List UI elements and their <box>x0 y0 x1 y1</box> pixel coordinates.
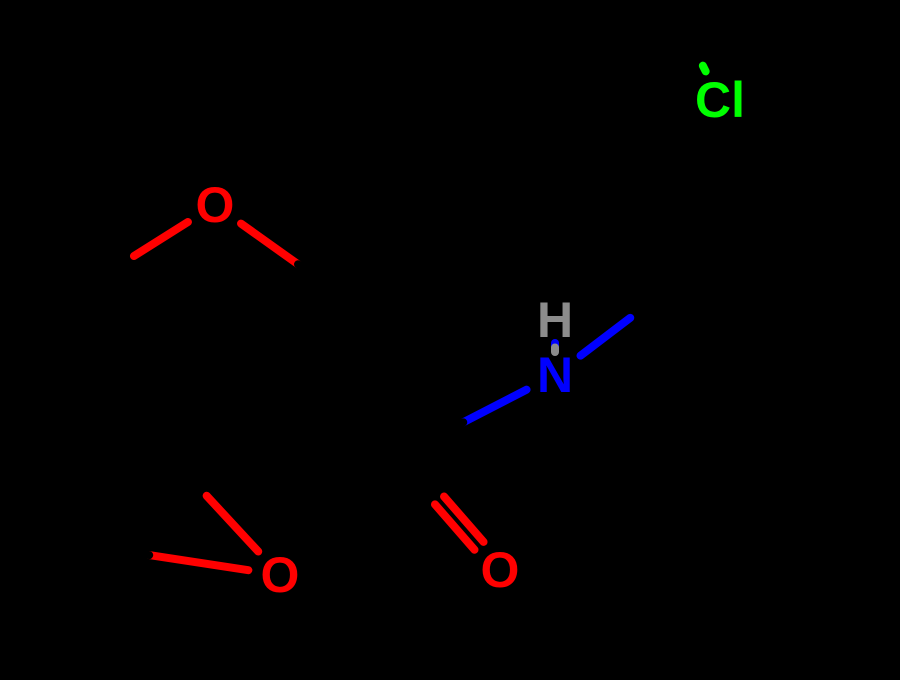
atom-o-label: O <box>261 547 300 603</box>
bonds-layer <box>50 55 857 570</box>
atom-h-label: H <box>537 292 573 348</box>
atom-o-label: O <box>481 542 520 598</box>
molecule-canvas: Cl O HN O O <box>0 0 900 680</box>
atom-cl-label: Cl <box>695 72 745 128</box>
atom-o-label: O <box>196 177 235 233</box>
atom-n-label: N <box>537 347 573 403</box>
